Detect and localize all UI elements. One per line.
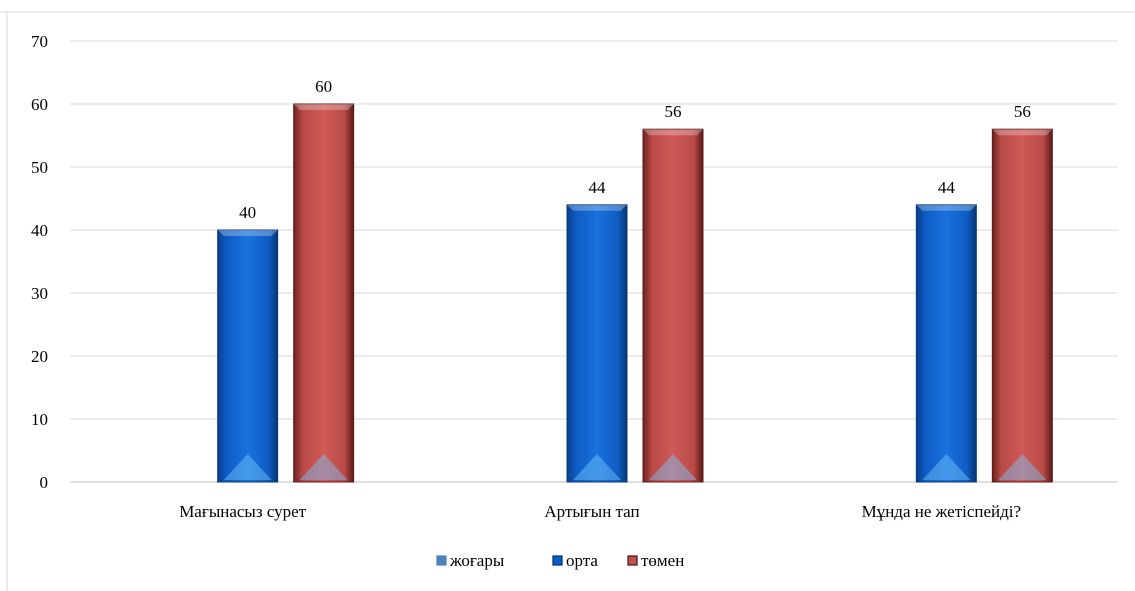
y-tick-label: 0 xyxy=(40,473,49,492)
data-label: 40 xyxy=(239,203,256,222)
data-label: 56 xyxy=(665,102,682,121)
legend-label: орта xyxy=(566,551,598,570)
bars xyxy=(217,103,1053,483)
bar-орта xyxy=(217,229,279,483)
legend: жоғары орта төмен xyxy=(436,551,684,570)
data-label: 44 xyxy=(589,178,607,197)
bar-төмен xyxy=(991,128,1053,483)
y-tick-label: 50 xyxy=(31,158,48,177)
y-tick-label: 70 xyxy=(31,32,48,51)
y-axis-ticks: 0 10 20 30 40 50 60 70 xyxy=(31,32,48,492)
legend-label: жоғары xyxy=(449,551,505,570)
y-tick-label: 30 xyxy=(31,284,48,303)
bar-орта xyxy=(566,204,628,483)
legend-swatch xyxy=(627,555,638,566)
x-axis-categories: Мағынасыз сурет Артығын тап Мұнда не жетіс… xyxy=(179,502,1021,521)
y-tick-label: 60 xyxy=(31,95,48,114)
data-labels: 40 60 44 56 44 56 xyxy=(239,77,1031,222)
y-tick-label: 20 xyxy=(31,347,48,366)
bar-орта xyxy=(915,204,977,483)
data-label: 56 xyxy=(1014,102,1031,121)
x-category-label: Мағынасыз сурет xyxy=(179,502,306,521)
data-label: 60 xyxy=(315,77,332,96)
legend-label: төмен xyxy=(641,551,684,570)
x-category-label: Мұнда не жетіспейді? xyxy=(862,502,1021,521)
data-label: 44 xyxy=(938,178,956,197)
x-category-label: Артығын тап xyxy=(544,502,639,521)
legend-swatch xyxy=(552,555,563,566)
bar-төмен xyxy=(293,103,355,483)
legend-swatch xyxy=(436,555,447,566)
y-tick-label: 40 xyxy=(31,221,48,240)
y-tick-label: 10 xyxy=(31,410,48,429)
bar-төмен xyxy=(642,128,704,483)
